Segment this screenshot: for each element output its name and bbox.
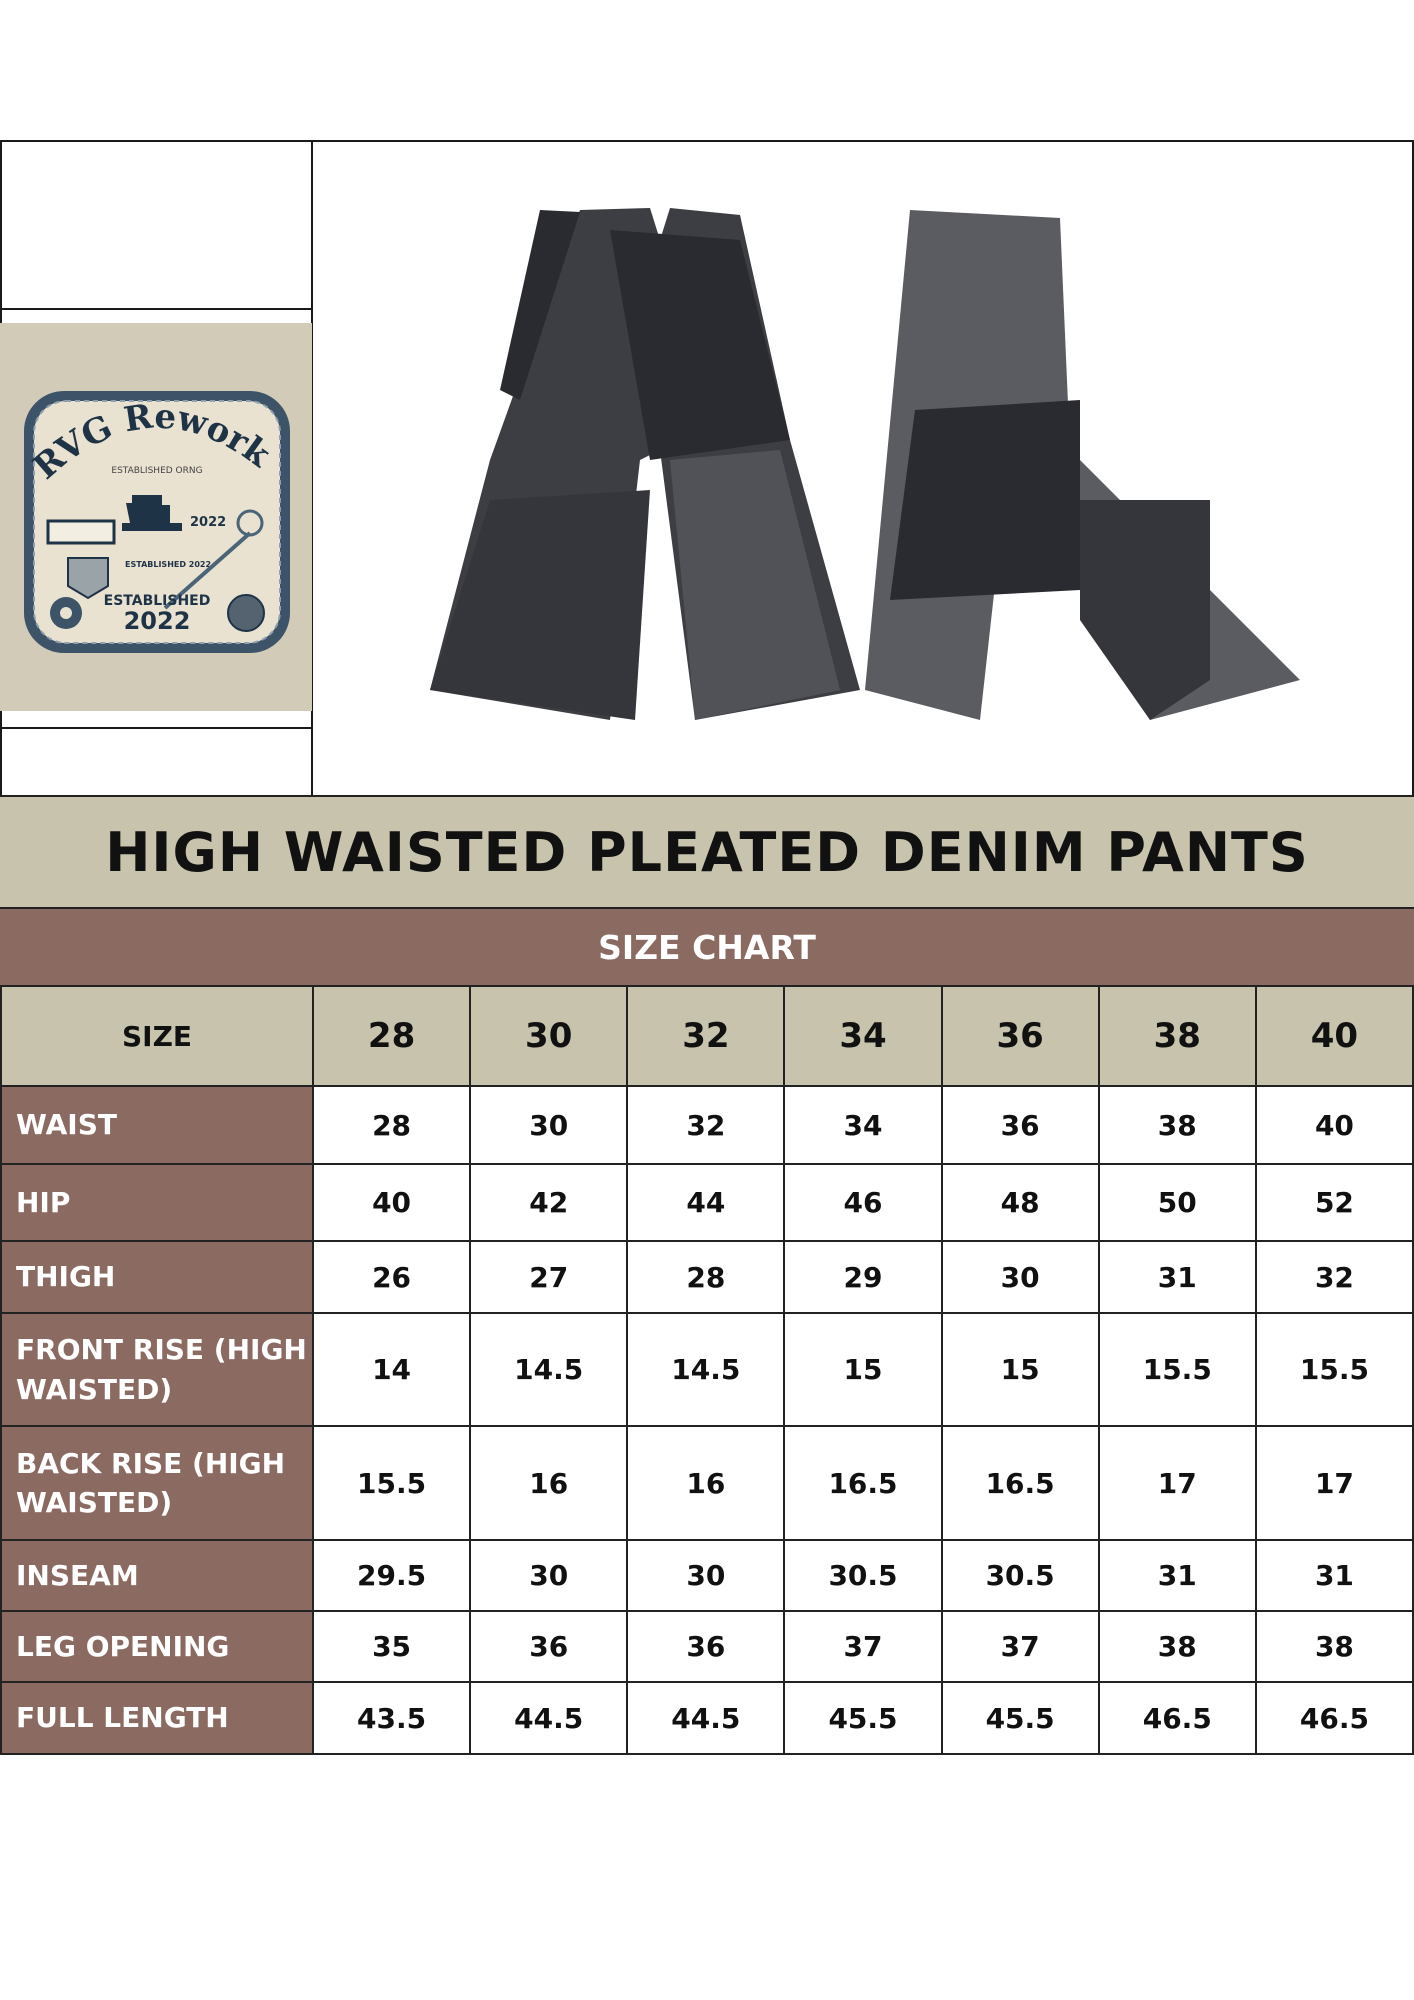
measurement-cell: 14.5 (469, 1312, 629, 1427)
measurement-cell: 30 (469, 1085, 629, 1165)
table-row: THIGH 26 27 28 29 30 31 32 (0, 1240, 1414, 1314)
measurement-cell: 44.5 (626, 1681, 786, 1755)
pants-back-image (865, 210, 1300, 720)
table-row: WAIST 28 30 32 34 36 38 40 (0, 1085, 1414, 1165)
svg-text:ESTABLISHED 2022: ESTABLISHED 2022 (125, 560, 211, 569)
brand-logo: RVG Reworks ESTABLISHED ORNG 2022 ESTABL… (0, 292, 312, 711)
measurement-cell: 35 (311, 1610, 472, 1683)
measurement-cell: 44 (626, 1163, 786, 1242)
size-cell: 32 (626, 985, 786, 1087)
row-label: WAIST (0, 1085, 314, 1165)
measurement-cell: 29.5 (311, 1539, 472, 1612)
measurement-cell: 30.5 (940, 1539, 1100, 1612)
svg-text:ESTABLISHED: ESTABLISHED (104, 593, 211, 609)
frame-right (1412, 140, 1414, 795)
measurement-cell: 36 (469, 1610, 629, 1683)
row-label: HIP (0, 1163, 314, 1242)
measurement-cell: 43.5 (311, 1681, 472, 1755)
measurement-cell: 52 (1254, 1163, 1414, 1242)
measurement-cell: 44.5 (469, 1681, 629, 1755)
table-row: HIP 40 42 44 46 48 50 52 (0, 1163, 1414, 1242)
measurement-cell: 31 (1097, 1539, 1257, 1612)
measurement-cell: 28 (626, 1240, 786, 1314)
measurement-cell: 46.5 (1097, 1681, 1257, 1755)
measurement-cell: 15.5 (1097, 1312, 1257, 1427)
header-row: SIZE 28 30 32 34 36 38 40 (0, 985, 1414, 1087)
size-cell: 30 (469, 985, 629, 1087)
measurement-cell: 30 (469, 1539, 629, 1612)
measurement-cell: 31 (1254, 1539, 1414, 1612)
frame-top (0, 140, 1414, 142)
size-cell: 40 (1254, 985, 1414, 1087)
measurement-cell: 27 (469, 1240, 629, 1314)
measurement-cell: 38 (1254, 1610, 1414, 1683)
measurement-cell: 32 (1254, 1240, 1414, 1314)
row-label: FRONT RISE (HIGH WAISTED) (0, 1312, 314, 1427)
measurement-cell: 28 (311, 1085, 472, 1165)
product-title: HIGH WAISTED PLEATED DENIM PANTS (0, 795, 1414, 907)
measurement-cell: 16 (626, 1425, 786, 1541)
row-line (0, 727, 312, 729)
measurement-cell: 46 (783, 1163, 943, 1242)
measurement-cell: 40 (311, 1163, 472, 1242)
pants-front-image (430, 208, 860, 720)
measurement-cell: 38 (1097, 1085, 1257, 1165)
measurement-cell: 30.5 (783, 1539, 943, 1612)
size-chart-heading: SIZE CHART (0, 907, 1414, 985)
measurement-cell: 31 (1097, 1240, 1257, 1314)
size-cell: 36 (940, 985, 1100, 1087)
measurement-cell: 30 (940, 1240, 1100, 1314)
measurement-cell: 16 (469, 1425, 629, 1541)
measurement-cell: 29 (783, 1240, 943, 1314)
svg-text:ESTABLISHED ORNG: ESTABLISHED ORNG (111, 466, 202, 476)
size-cell: 28 (311, 985, 472, 1087)
measurement-cell: 38 (1097, 1610, 1257, 1683)
measurement-cell: 15 (783, 1312, 943, 1427)
row-label: FULL LENGTH (0, 1681, 314, 1755)
size-cell: 34 (783, 985, 943, 1087)
measurement-cell: 16.5 (783, 1425, 943, 1541)
measurement-cell: 16.5 (940, 1425, 1100, 1541)
measurement-cell: 36 (626, 1610, 786, 1683)
measurement-cell: 32 (626, 1085, 786, 1165)
measurement-cell: 30 (626, 1539, 786, 1612)
row-line (0, 308, 312, 310)
measurement-cell: 17 (1097, 1425, 1257, 1541)
svg-text:2022: 2022 (190, 515, 226, 530)
measurement-cell: 15.5 (311, 1425, 472, 1541)
table-row: BACK RISE (HIGH WAISTED) 15.5 16 16 16.5 16.5… (0, 1425, 1414, 1541)
table-row: FULL LENGTH 43.5 44.5 44.5 45.5 45.5 46.5 46.5 (0, 1681, 1414, 1755)
measurement-cell: 42 (469, 1163, 629, 1242)
size-chart-table: SIZE 28 30 32 34 36 38 40 WAIST 28 30 32 34 3… (0, 985, 1414, 1755)
measurement-cell: 15 (940, 1312, 1100, 1427)
table-row: LEG OPENING 35 36 36 37 37 38 38 (0, 1610, 1414, 1683)
measurement-cell: 14.5 (626, 1312, 786, 1427)
measurement-cell: 37 (940, 1610, 1100, 1683)
size-header: SIZE (0, 985, 314, 1087)
table-row: FRONT RISE (HIGH WAISTED) 14 14.5 14.5 15 15 1… (0, 1312, 1414, 1427)
product-photos (420, 200, 1320, 740)
measurement-cell: 45.5 (940, 1681, 1100, 1755)
measurement-cell: 37 (783, 1610, 943, 1683)
measurement-cell: 15.5 (1254, 1312, 1414, 1427)
svg-text:2022: 2022 (124, 607, 191, 635)
measurement-cell: 50 (1097, 1163, 1257, 1242)
row-label: BACK RISE (HIGH WAISTED) (0, 1425, 314, 1541)
measurement-cell: 45.5 (783, 1681, 943, 1755)
row-label: INSEAM (0, 1539, 314, 1612)
frame-divider (311, 140, 313, 795)
measurement-cell: 36 (940, 1085, 1100, 1165)
measurement-cell: 14 (311, 1312, 472, 1427)
row-label: THIGH (0, 1240, 314, 1314)
size-cell: 38 (1097, 985, 1257, 1087)
measurement-cell: 46.5 (1254, 1681, 1414, 1755)
measurement-cell: 34 (783, 1085, 943, 1165)
table-row: INSEAM 29.5 30 30 30.5 30.5 31 31 (0, 1539, 1414, 1612)
measurement-cell: 26 (311, 1240, 472, 1314)
row-label: LEG OPENING (0, 1610, 314, 1683)
measurement-cell: 40 (1254, 1085, 1414, 1165)
measurement-cell: 48 (940, 1163, 1100, 1242)
measurement-cell: 17 (1254, 1425, 1414, 1541)
